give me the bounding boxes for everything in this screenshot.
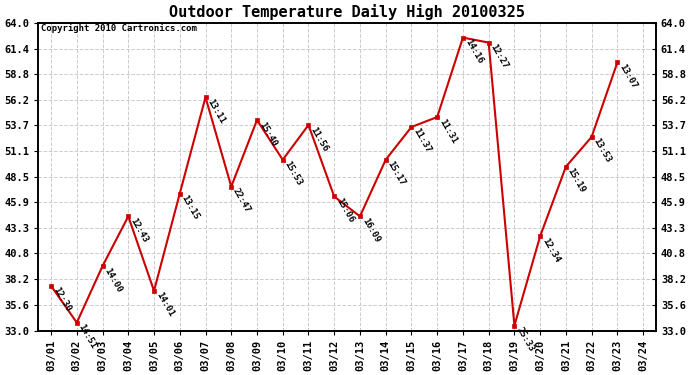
Text: 15:17: 15:17 (386, 160, 407, 188)
Text: 12:30: 12:30 (51, 286, 72, 314)
Text: 13:15: 13:15 (180, 194, 201, 221)
Text: 16:09: 16:09 (360, 216, 381, 244)
Text: 13:53: 13:53 (591, 137, 613, 165)
Text: 11:31: 11:31 (437, 117, 458, 145)
Text: 25:33: 25:33 (515, 326, 535, 353)
Text: 15:06: 15:06 (334, 196, 355, 224)
Text: 13:11: 13:11 (206, 97, 227, 125)
Text: 12:43: 12:43 (128, 216, 150, 244)
Title: Outdoor Temperature Daily High 20100325: Outdoor Temperature Daily High 20100325 (169, 4, 525, 20)
Text: 13:07: 13:07 (618, 63, 638, 90)
Text: 14:00: 14:00 (103, 266, 124, 294)
Text: 22:47: 22:47 (231, 187, 253, 214)
Text: 14:16: 14:16 (463, 38, 484, 65)
Text: 11:37: 11:37 (411, 127, 433, 155)
Text: 12:27: 12:27 (489, 43, 510, 70)
Text: 14:01: 14:01 (154, 291, 175, 319)
Text: 14:51: 14:51 (77, 322, 98, 350)
Text: Copyright 2010 Cartronics.com: Copyright 2010 Cartronics.com (41, 24, 197, 33)
Text: 11:56: 11:56 (308, 125, 330, 153)
Text: 15:19: 15:19 (566, 167, 587, 195)
Text: 15:53: 15:53 (283, 160, 304, 188)
Text: 12:34: 12:34 (540, 236, 562, 264)
Text: 15:40: 15:40 (257, 120, 278, 148)
